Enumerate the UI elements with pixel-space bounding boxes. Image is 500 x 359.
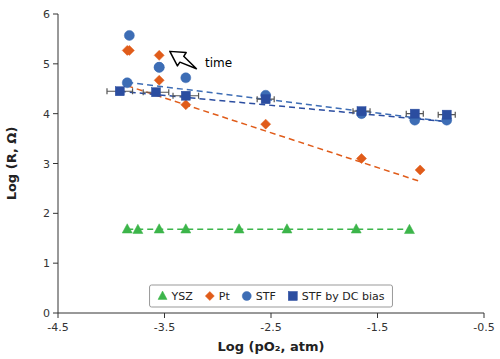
axes: -4.5 -3.5 -2.5 -1.5 -0.5 0 1 2 3 4 5 6 xyxy=(43,8,495,334)
x-tick-label: -1.5 xyxy=(367,321,388,334)
point xyxy=(261,119,271,129)
point xyxy=(357,107,366,116)
x-axis-label: Log (pO₂, atm) xyxy=(218,339,325,354)
point xyxy=(124,45,134,55)
y-tick xyxy=(53,263,58,264)
legend: YSZ Pt STF STF by DC bias xyxy=(150,285,393,307)
y-tick xyxy=(53,163,58,164)
legend-label: YSZ xyxy=(171,290,194,303)
point xyxy=(357,154,367,164)
point-series xyxy=(124,45,164,60)
legend-box xyxy=(150,285,393,307)
x-tick xyxy=(271,313,272,318)
y-tick xyxy=(53,313,58,314)
point xyxy=(410,109,419,118)
y-tick-label: 1 xyxy=(43,257,50,270)
point-series xyxy=(124,30,164,72)
legend-label: Pt xyxy=(219,290,231,303)
point xyxy=(181,73,191,83)
x-tick xyxy=(58,313,59,318)
point xyxy=(181,224,191,233)
y-tick-label: 5 xyxy=(43,58,50,71)
trend-line xyxy=(127,86,420,182)
chart: -4.5 -3.5 -2.5 -1.5 -0.5 0 1 2 3 4 5 6 Log (pO₂, atm… xyxy=(0,0,500,359)
legend-label: STF by DC bias xyxy=(302,290,385,303)
point-series xyxy=(122,62,452,125)
point-series xyxy=(122,224,414,234)
point xyxy=(154,224,164,233)
point xyxy=(181,91,190,100)
point xyxy=(124,30,134,40)
y-tick xyxy=(53,14,58,15)
x-tick-label: -4.5 xyxy=(47,321,68,334)
point xyxy=(151,88,160,97)
point xyxy=(351,224,361,233)
trend-line xyxy=(120,91,447,121)
y-tick-label: 2 xyxy=(43,207,50,220)
x-tick-label: -3.5 xyxy=(154,321,175,334)
x-tick xyxy=(164,313,165,318)
background xyxy=(0,0,500,359)
point xyxy=(234,224,244,233)
point-series xyxy=(107,87,455,119)
annotation-text: time xyxy=(205,56,232,70)
legend-label: STF xyxy=(256,290,276,303)
x-tick xyxy=(377,313,378,318)
point xyxy=(404,224,414,233)
annotation-arrow xyxy=(170,51,197,68)
point xyxy=(154,62,164,72)
point xyxy=(415,165,425,175)
point xyxy=(115,87,124,96)
x-tick-label: -0.5 xyxy=(473,321,494,334)
point xyxy=(154,75,164,85)
legend-marker xyxy=(288,292,297,301)
y-tick xyxy=(53,63,58,64)
y-tick-label: 3 xyxy=(43,158,50,171)
y-tick-label: 6 xyxy=(43,8,50,21)
plot-area xyxy=(107,30,455,233)
point xyxy=(122,224,132,233)
x-tick xyxy=(484,313,485,318)
trend-line xyxy=(127,82,447,121)
y-tick-label: 4 xyxy=(43,108,50,121)
y-tick-label: 0 xyxy=(43,307,50,320)
point xyxy=(442,110,451,119)
point-series xyxy=(122,45,425,175)
trend-line xyxy=(127,229,409,231)
legend-marker xyxy=(242,292,251,301)
point xyxy=(181,100,191,110)
y-tick xyxy=(53,113,58,114)
y-axis-label: Log (R, Ω) xyxy=(4,127,19,201)
legend-marker xyxy=(205,292,214,301)
point xyxy=(122,78,132,88)
y-tick xyxy=(53,213,58,214)
legend-marker xyxy=(158,291,167,299)
x-tick-label: -2.5 xyxy=(260,321,281,334)
point xyxy=(282,224,292,233)
point xyxy=(154,62,164,72)
point xyxy=(133,224,143,233)
point xyxy=(154,50,164,60)
point xyxy=(261,95,270,104)
